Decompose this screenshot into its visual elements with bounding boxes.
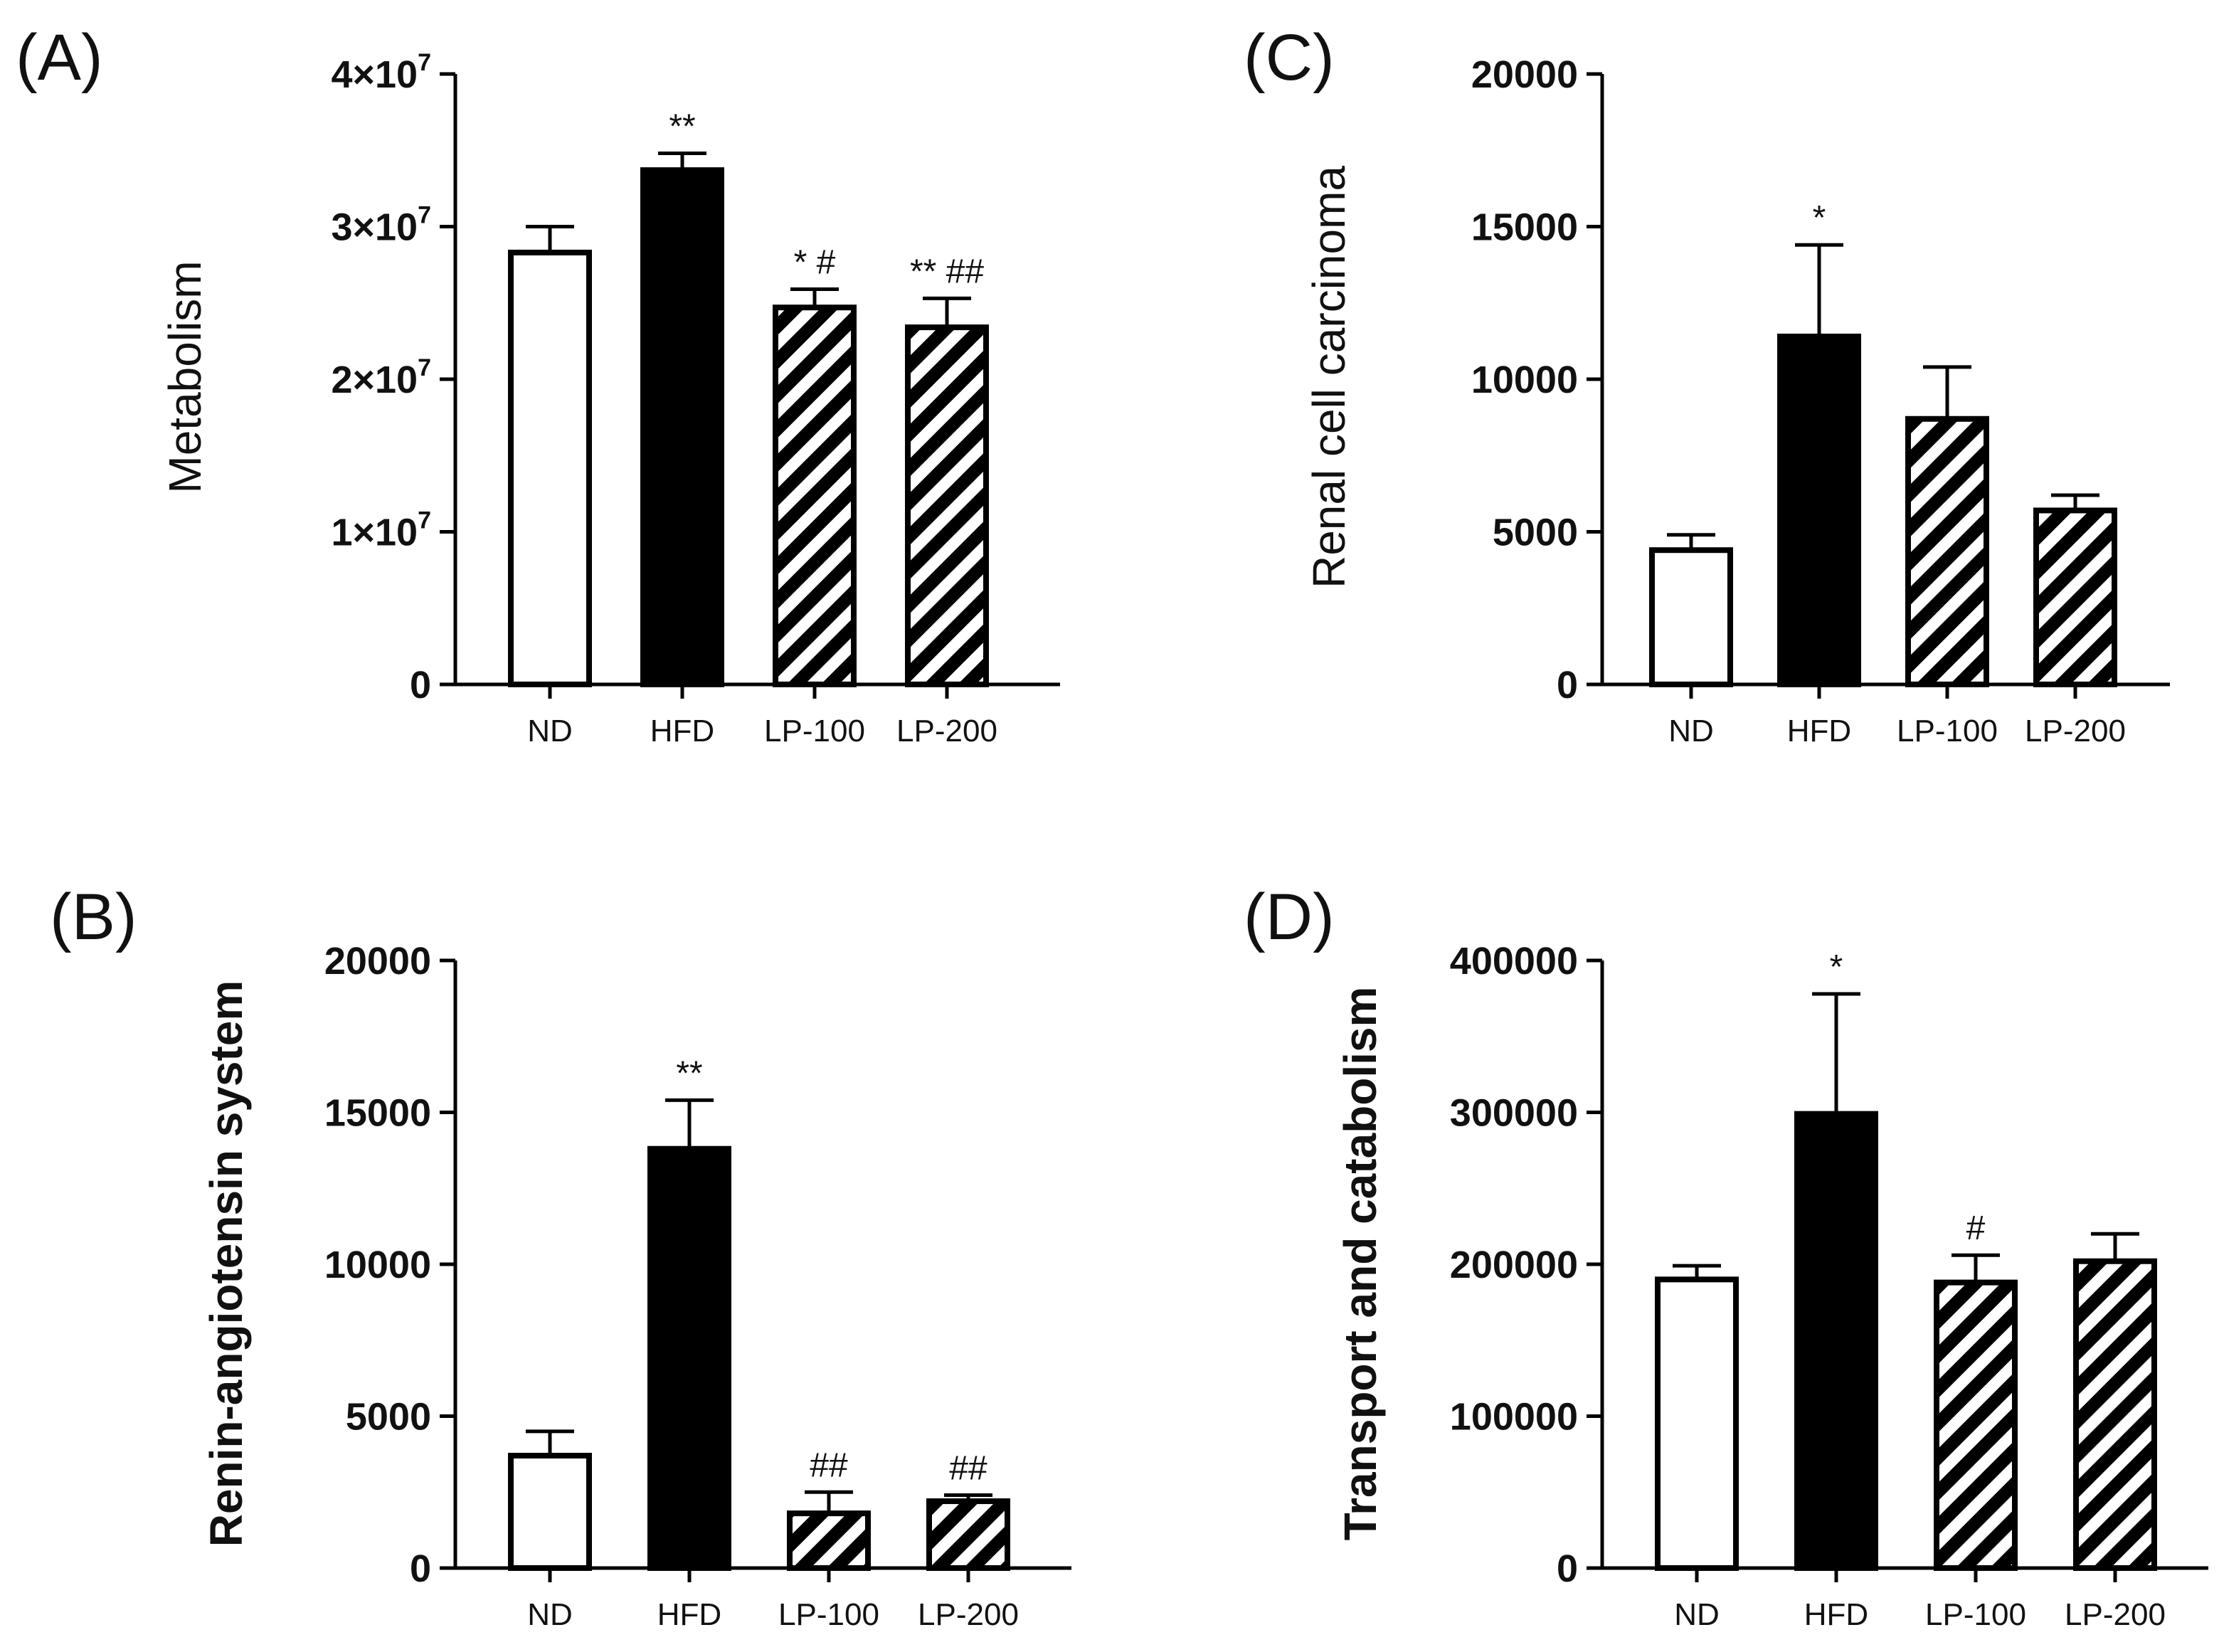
x-category-label: HFD bbox=[657, 1597, 721, 1632]
x-category-label: HFD bbox=[1804, 1597, 1868, 1632]
bar bbox=[905, 324, 989, 687]
y-tick-label: 5000 bbox=[346, 1396, 431, 1439]
bar bbox=[1934, 1279, 2018, 1571]
x-category-label: HFD bbox=[1787, 714, 1851, 748]
y-tick-label: 15000 bbox=[324, 1092, 431, 1135]
y-axis-title: Renin-angiotensin system bbox=[201, 980, 252, 1547]
y-tick-label: 0 bbox=[1557, 664, 1578, 706]
x-category-label: ND bbox=[1674, 1597, 1720, 1632]
y-tick-label: 15000 bbox=[1471, 206, 1578, 249]
y-tick-label: 100000 bbox=[1450, 1396, 1578, 1439]
panel-label: (A) bbox=[16, 21, 103, 94]
significance-label: * bbox=[1813, 199, 1826, 237]
bar bbox=[647, 1145, 731, 1571]
significance-label: ** bbox=[676, 1054, 702, 1092]
x-category-label: LP-100 bbox=[1925, 1597, 2026, 1632]
bar bbox=[926, 1498, 1010, 1572]
x-category-label: LP-200 bbox=[896, 714, 997, 748]
y-tick-label: 3×107 bbox=[331, 202, 431, 249]
significance-label: ** ## bbox=[910, 253, 984, 290]
x-category-label: ND bbox=[527, 1597, 573, 1632]
bar bbox=[508, 1453, 592, 1572]
significance-label: ## bbox=[810, 1446, 848, 1484]
significance-label: * bbox=[1830, 948, 1843, 986]
y-tick-label: 5000 bbox=[1493, 512, 1578, 554]
bar bbox=[787, 1510, 871, 1571]
y-tick-label: 20000 bbox=[1471, 53, 1578, 96]
y-tick-label: 300000 bbox=[1450, 1092, 1578, 1135]
y-axis-title: Metabolism bbox=[159, 260, 211, 493]
x-category-label: LP-200 bbox=[918, 1597, 1019, 1632]
y-tick-label: 1×107 bbox=[331, 507, 431, 554]
panel-label: (C) bbox=[1244, 21, 1335, 94]
x-category-label: LP-200 bbox=[2065, 1597, 2166, 1632]
y-tick-label: 10000 bbox=[1471, 359, 1578, 401]
bar bbox=[1777, 333, 1861, 687]
bar bbox=[508, 249, 592, 687]
chart-panel: (D)Transport and catabolism 0 100000 200000… bbox=[1244, 881, 2208, 1632]
x-category-label: LP-100 bbox=[764, 714, 865, 748]
x-category-label: LP-200 bbox=[2025, 714, 2126, 748]
panel-label: (D) bbox=[1244, 881, 1335, 953]
bar bbox=[1655, 1276, 1739, 1571]
y-tick-label: 0 bbox=[410, 1547, 431, 1590]
y-tick-label: 0 bbox=[410, 664, 431, 706]
y-axis-title: Renal cell carcinoma bbox=[1303, 166, 1355, 588]
significance-label: # bbox=[1966, 1209, 1986, 1247]
x-category-label: ND bbox=[1668, 714, 1714, 748]
significance-label: ** bbox=[669, 108, 695, 146]
y-tick-label: 4×107 bbox=[331, 49, 431, 96]
bar bbox=[1905, 415, 1989, 688]
chart-panel: (A) Metabolism 0 1×107 2×107 3×107 4×107 ND HFD *… bbox=[16, 21, 1060, 748]
bar bbox=[1649, 547, 1733, 687]
bar bbox=[773, 305, 857, 687]
bar bbox=[640, 167, 724, 687]
y-tick-label: 20000 bbox=[324, 940, 431, 983]
bar bbox=[2033, 507, 2117, 687]
panel-label: (B) bbox=[50, 881, 137, 953]
chart-panel: (B) Renin-angiotensin system 0 5000 10000 150… bbox=[50, 881, 1071, 1632]
bar bbox=[2073, 1258, 2157, 1571]
chart-panel: (C) Renal cell carcinoma 0 5000 10000 15000 20… bbox=[1244, 21, 2170, 748]
x-category-label: HFD bbox=[650, 714, 714, 748]
significance-label: * # bbox=[794, 243, 836, 281]
y-tick-label: 10000 bbox=[324, 1244, 431, 1286]
y-tick-label: 400000 bbox=[1450, 940, 1578, 983]
y-tick-label: 200000 bbox=[1450, 1244, 1578, 1286]
x-category-label: LP-100 bbox=[778, 1597, 879, 1632]
x-category-label: ND bbox=[527, 714, 573, 748]
y-tick-label: 0 bbox=[1557, 1547, 1578, 1590]
x-category-label: LP-100 bbox=[1897, 714, 1998, 748]
significance-label: ## bbox=[949, 1450, 987, 1488]
y-tick-label: 2×107 bbox=[331, 354, 431, 401]
bar bbox=[1794, 1111, 1878, 1571]
y-axis-title: Transport and catabolism bbox=[1335, 987, 1386, 1541]
